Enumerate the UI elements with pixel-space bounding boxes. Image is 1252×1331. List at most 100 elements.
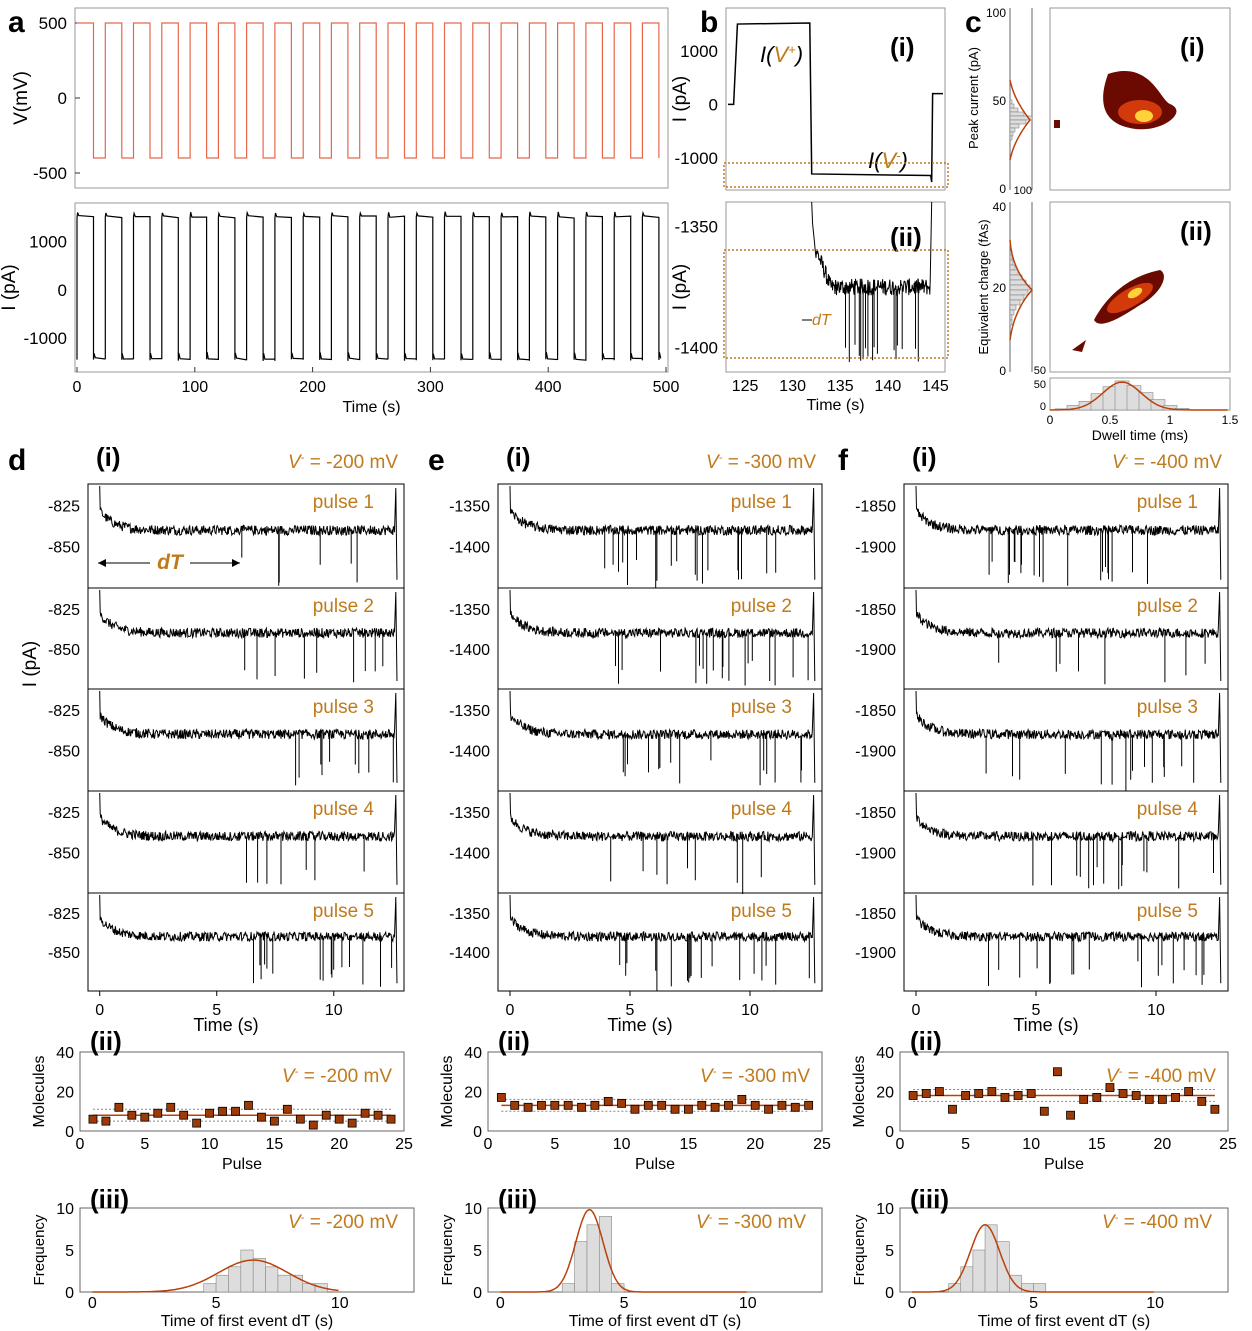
d-fe-bar — [277, 1274, 291, 1293]
d-iii-voltage: V- = -200 mV — [288, 1212, 398, 1233]
f-xtick: 5 — [1032, 1002, 1041, 1019]
d-mol-ylabel: Molecules — [31, 1055, 48, 1127]
f-ytick: -1850 — [855, 498, 896, 515]
e-mol-point — [657, 1100, 667, 1110]
e-fe-ytick: 5 — [473, 1243, 482, 1260]
d-mol-ytick: 20 — [56, 1085, 74, 1102]
f-ytick: -1900 — [855, 642, 896, 659]
e-mol-point — [563, 1100, 573, 1110]
d-mol-point — [373, 1110, 383, 1120]
d-ytick: -850 — [48, 945, 80, 962]
b-ii-xtick: 125 — [732, 378, 759, 395]
e-mol-point — [697, 1100, 707, 1110]
d-pulse-trace — [99, 485, 398, 586]
b-ii-trace — [811, 201, 933, 363]
f-mol-point — [974, 1089, 984, 1098]
f-pulse-trace — [915, 894, 1222, 988]
f-mol-xtick: 10 — [1022, 1136, 1040, 1153]
c-i-hist-bar — [1009, 107, 1019, 113]
d-pulse-frame — [87, 892, 405, 992]
f-mol-point — [934, 1087, 944, 1096]
d-fe-ytick: 0 — [65, 1285, 74, 1302]
a-current-trace — [76, 210, 662, 361]
e-mol-xtick: 20 — [746, 1136, 764, 1153]
a-current-xtick: 300 — [417, 379, 444, 396]
e-ytick: -1350 — [449, 805, 490, 822]
f-pulse-label: pulse 5 — [1137, 901, 1198, 922]
b-ii-xtick: 135 — [827, 378, 854, 395]
d-i-voltage: V- = -200 mV — [288, 452, 398, 473]
d-ytick: -850 — [48, 846, 80, 863]
f-pulse-label: pulse 2 — [1137, 596, 1198, 617]
b-ii-xtick: 130 — [779, 378, 806, 395]
d-fe-fit — [92, 1259, 339, 1293]
c-i-panel-label: (i) — [1180, 32, 1205, 62]
a-voltage-ytick: 500 — [39, 14, 67, 33]
c-ii-ylabel: Equivalent charge (fAs) — [976, 219, 991, 354]
a-current-xtick: 100 — [181, 379, 208, 396]
c-i-ylabel: Peak current (pA) — [966, 47, 981, 149]
f-mol-ylabel: Molecules — [851, 1055, 868, 1127]
f-fe-xtick: 5 — [1029, 1295, 1038, 1312]
f-mol-point — [1118, 1089, 1128, 1098]
b-ii-xtick: 145 — [922, 378, 949, 395]
d-ytick: -825 — [48, 602, 80, 619]
b-i-ytick: 1000 — [680, 42, 718, 61]
b-i-panel-label: (i) — [890, 32, 915, 62]
f-mol-point — [1210, 1104, 1220, 1114]
d-mol-ytick: 40 — [56, 1045, 74, 1062]
c-i-hist-fit — [1009, 79, 1031, 161]
d-fe-xtick: 10 — [331, 1295, 349, 1312]
c-i-heat-core — [1135, 110, 1153, 122]
e-iii-label: (iii) — [498, 1184, 537, 1214]
d-ylabel: I (pA) — [20, 641, 41, 687]
panel-letter-c: c — [965, 6, 982, 39]
c-i-hist-bar — [1009, 119, 1027, 125]
f-ytick: -1900 — [855, 540, 896, 557]
f-pulse-label: pulse 4 — [1137, 799, 1199, 820]
d-mol-xtick: 15 — [266, 1136, 284, 1153]
d-ytick: -825 — [48, 498, 80, 515]
e-mol-point — [790, 1102, 800, 1112]
e-mol-xtick: 25 — [813, 1136, 831, 1153]
e-ii-voltage: V- = -300 mV — [700, 1066, 810, 1087]
e-mol-point — [710, 1102, 720, 1112]
b-ii-panel-label: (ii) — [890, 222, 922, 252]
f-mol-xtick: 15 — [1088, 1136, 1106, 1153]
c-i-heat-speck — [1054, 120, 1060, 128]
d-ytick: -825 — [48, 906, 80, 923]
b-i-ytick: 0 — [709, 95, 718, 114]
d-mol-point — [140, 1112, 150, 1122]
d-mol-point — [114, 1102, 124, 1112]
f-pulse-frame — [903, 892, 1229, 992]
c-dwell-ytick: 0 — [1040, 401, 1046, 413]
a-current-ytick: 0 — [58, 281, 67, 300]
e-ytick: -1400 — [449, 744, 490, 761]
e-pulse-frame — [497, 892, 823, 992]
c-ii-heat-frame — [1049, 201, 1231, 373]
c-i-hist-bar — [1009, 123, 1020, 129]
d-mol-point — [386, 1114, 396, 1124]
d-mol-point — [231, 1106, 240, 1116]
f-ytick: -1850 — [855, 906, 896, 923]
f-fe-ytick: 10 — [876, 1201, 894, 1218]
a-current-xtick: 500 — [653, 379, 680, 396]
e-pulse-label: pulse 4 — [731, 799, 793, 820]
c-dwell-xtick: 0 — [1047, 413, 1054, 427]
f-pulse-label: pulse 3 — [1137, 697, 1198, 718]
f-fe-fit — [912, 1224, 1154, 1293]
d-fe-bar — [228, 1266, 242, 1293]
e-mol-xtick: 10 — [613, 1136, 631, 1153]
e-mol-ytick: 20 — [464, 1085, 482, 1102]
e-i-voltage: V- = -300 mV — [706, 452, 816, 473]
c-ii-hist-bar — [1009, 309, 1015, 316]
f-ytick: -1900 — [855, 945, 896, 962]
b-ii-ytick: -1350 — [675, 217, 718, 236]
d-mol-point — [101, 1116, 111, 1126]
e-fe-bar — [599, 1216, 613, 1293]
d-mol-xtick: 10 — [201, 1136, 219, 1153]
f-fe-ytick: 0 — [885, 1285, 894, 1302]
e-ytick: -1350 — [449, 906, 490, 923]
d-pulse-label: pulse 1 — [313, 492, 374, 513]
f-pulse-trace — [915, 485, 1222, 586]
